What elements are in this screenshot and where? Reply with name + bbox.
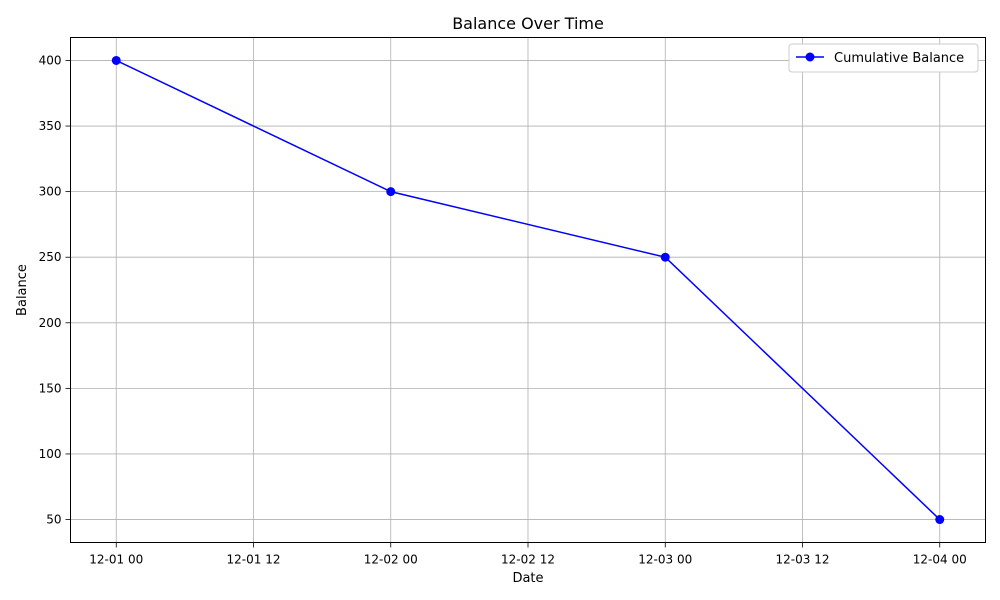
series-line-cumulative-balance — [115, 59, 941, 521]
legend-swatch-marker — [805, 52, 815, 62]
x-tick-label: 12-02 12 — [501, 553, 555, 567]
y-tick-label: 50 — [46, 513, 61, 527]
grid-lines — [70, 37, 986, 543]
x-axis-label: Date — [512, 571, 543, 586]
y-tick-label: 400 — [39, 53, 62, 67]
y-axis-label: Balance — [15, 264, 30, 316]
x-tick-label: 12-04 00 — [913, 553, 967, 567]
y-tick-label: 200 — [39, 316, 62, 330]
x-axis-ticks: 12-01 00 12-01 12 12-02 00 12-02 12 12-03 00… — [89, 542, 967, 567]
data-point-12-01-00 — [111, 55, 121, 65]
legend-box — [788, 43, 979, 73]
data-point-12-04-00 — [935, 515, 945, 525]
x-tick-label: 12-03 00 — [638, 553, 692, 567]
data-point-12-02-00 — [386, 187, 396, 197]
legend: Cumulative Balance — [788, 43, 979, 73]
y-tick-label: 350 — [39, 119, 62, 133]
chart-title: Balance Over Time — [452, 14, 604, 33]
y-tick-label: 250 — [39, 250, 62, 264]
x-tick-label: 12-02 00 — [364, 553, 418, 567]
x-tick-label: 12-03 12 — [776, 553, 830, 567]
legend-entry-label: Cumulative Balance — [834, 51, 964, 66]
y-tick-label: 150 — [39, 381, 62, 395]
x-tick-label: 12-01 12 — [227, 553, 281, 567]
y-tick-label: 100 — [39, 447, 62, 461]
series-layer — [111, 55, 945, 525]
y-axis-ticks: 50 100 150 200 250 300 350 400 — [39, 53, 71, 527]
y-tick-label: 300 — [39, 185, 62, 199]
data-point-12-03-00 — [660, 252, 670, 262]
x-tick-label: 12-01 00 — [89, 553, 143, 567]
